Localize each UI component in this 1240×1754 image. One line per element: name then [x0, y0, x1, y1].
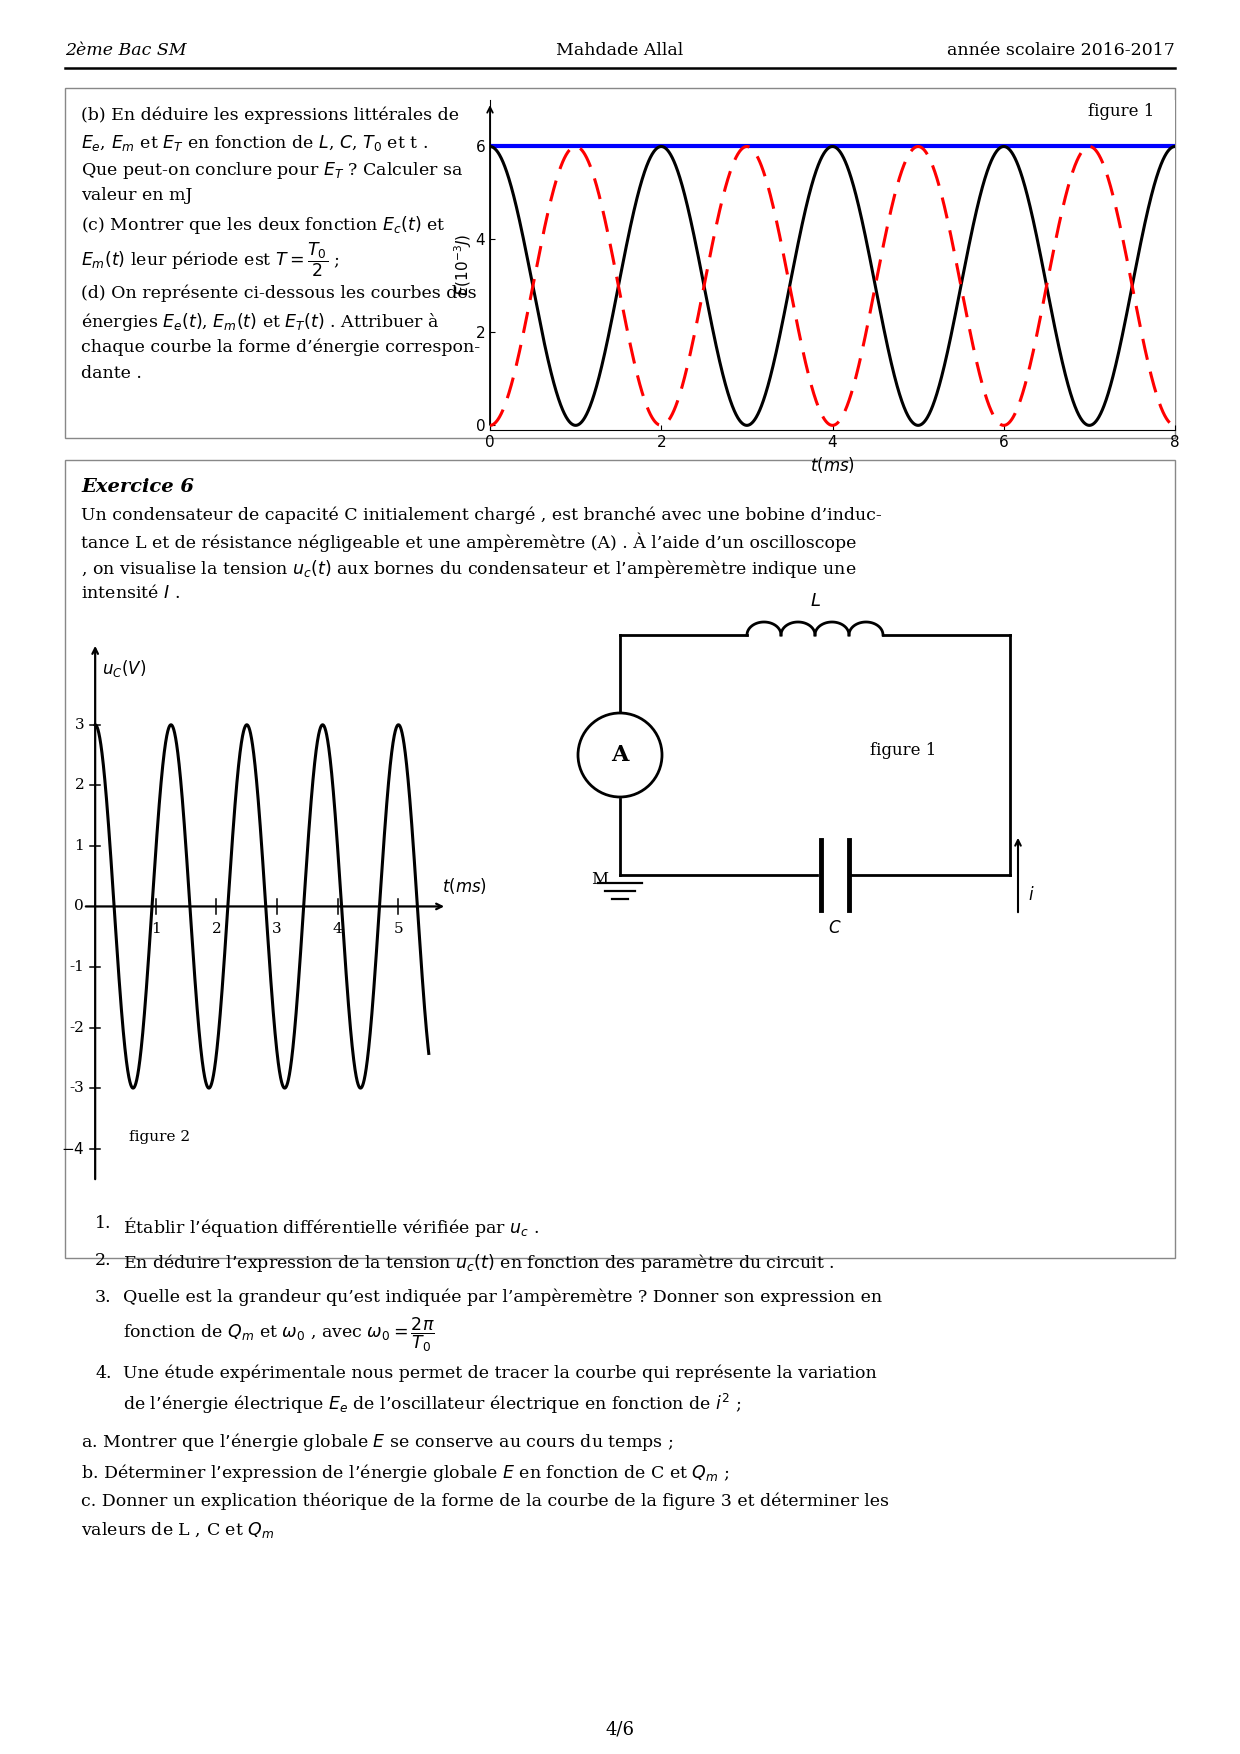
- Text: -3: -3: [69, 1080, 84, 1094]
- Text: -1: -1: [69, 959, 84, 973]
- Text: Que peut-on conclure pour $E_T$ ? Calculer sa: Que peut-on conclure pour $E_T$ ? Calcul…: [81, 160, 464, 181]
- Text: 2: 2: [74, 779, 84, 793]
- Text: 2.: 2.: [95, 1252, 112, 1268]
- Text: 3.: 3.: [95, 1289, 112, 1307]
- Text: 4.: 4.: [95, 1365, 112, 1382]
- Text: Quelle est la grandeur qu’est indiquée par l’ampèremètre ? Donner son expression: Quelle est la grandeur qu’est indiquée p…: [123, 1289, 882, 1307]
- Text: 1: 1: [74, 838, 84, 852]
- Text: 2ème Bac SM: 2ème Bac SM: [64, 42, 186, 60]
- Text: a. Montrer que l’énergie globale $E$ se conserve au cours du temps ;: a. Montrer que l’énergie globale $E$ se …: [81, 1431, 673, 1452]
- Y-axis label: $E(10^{-3}J)$: $E(10^{-3}J)$: [453, 233, 474, 296]
- Text: 1: 1: [151, 921, 161, 935]
- Text: -2: -2: [69, 1021, 84, 1035]
- Text: Exercice 6: Exercice 6: [81, 479, 193, 496]
- Text: intensité $I$ .: intensité $I$ .: [81, 584, 180, 602]
- Text: 4/6: 4/6: [605, 1721, 635, 1738]
- X-axis label: $t(ms)$: $t(ms)$: [810, 456, 854, 475]
- Text: A: A: [611, 744, 629, 766]
- Text: dante .: dante .: [81, 365, 141, 382]
- Text: En déduire l’expression de la tension $u_c(t)$ en fonction des paramètre du circ: En déduire l’expression de la tension $u…: [123, 1252, 835, 1273]
- Text: c. Donner un explication théorique de la forme de la courbe de la figure 3 et dé: c. Donner un explication théorique de la…: [81, 1493, 889, 1510]
- Text: $-4$: $-4$: [61, 1140, 84, 1156]
- Text: tance L et de résistance négligeable et une ampèremètre (A) . À l’aide d’un osci: tance L et de résistance négligeable et …: [81, 531, 857, 551]
- Text: b. Déterminer l’expression de l’énergie globale $E$ en fonction de C et $Q_m$ ;: b. Déterminer l’expression de l’énergie …: [81, 1463, 729, 1484]
- Text: $u_C(V)$: $u_C(V)$: [103, 658, 146, 679]
- Text: figure 1: figure 1: [1087, 103, 1154, 121]
- Bar: [64, 460, 1176, 1258]
- Bar: [64, 88, 1176, 438]
- Text: $L$: $L$: [810, 593, 821, 610]
- Text: 2: 2: [212, 921, 222, 935]
- Text: énergies $E_e(t)$, $E_m(t)$ et $E_T(t)$ . Attribuer à: énergies $E_e(t)$, $E_m(t)$ et $E_T(t)$ …: [81, 310, 439, 333]
- Text: $t(ms)$: $t(ms)$: [443, 875, 487, 896]
- Text: chaque courbe la forme d’énergie correspon-: chaque courbe la forme d’énergie corresp…: [81, 339, 480, 356]
- Text: 3: 3: [74, 717, 84, 731]
- Text: valeurs de L , C et $Q_m$: valeurs de L , C et $Q_m$: [81, 1521, 274, 1540]
- Text: 5: 5: [393, 921, 403, 935]
- Circle shape: [578, 712, 662, 796]
- Text: 3: 3: [273, 921, 281, 935]
- Text: $i$: $i$: [1028, 886, 1034, 903]
- Text: fonction de $Q_m$ et $\omega_0$ , avec $\omega_0 = \dfrac{2\pi}{T_0}$: fonction de $Q_m$ et $\omega_0$ , avec $…: [123, 1316, 435, 1354]
- Text: 0: 0: [74, 900, 84, 914]
- Text: 4: 4: [332, 921, 342, 935]
- Text: valeur en mJ: valeur en mJ: [81, 188, 192, 203]
- Text: année scolaire 2016-2017: année scolaire 2016-2017: [947, 42, 1176, 60]
- Text: figure 2: figure 2: [129, 1131, 190, 1145]
- Text: $E_m(t)$ leur période est $T = \dfrac{T_0}{2}$ ;: $E_m(t)$ leur période est $T = \dfrac{T_…: [81, 240, 340, 279]
- Text: (c) Montrer que les deux fonction $E_c(t)$ et: (c) Montrer que les deux fonction $E_c(t…: [81, 214, 445, 237]
- Text: figure 1: figure 1: [870, 742, 936, 759]
- Text: Une étude expérimentale nous permet de tracer la courbe qui représente la variat: Une étude expérimentale nous permet de t…: [123, 1365, 877, 1382]
- Text: Un condensateur de capacité C initialement chargé , est branché avec une bobine : Un condensateur de capacité C initialeme…: [81, 505, 882, 523]
- Text: M: M: [591, 872, 608, 889]
- Text: (b) En déduire les expressions littérales de: (b) En déduire les expressions littérale…: [81, 105, 459, 123]
- Text: , on visualise la tension $u_c(t)$ aux bornes du condensateur et l’ampèremètre i: , on visualise la tension $u_c(t)$ aux b…: [81, 558, 857, 581]
- Text: 1.: 1.: [95, 1216, 112, 1231]
- Text: $E_e$, $E_m$ et $E_T$ en fonction de $L$, $C$, $T_0$ et t .: $E_e$, $E_m$ et $E_T$ en fonction de $L$…: [81, 133, 428, 153]
- Text: de l’énergie électrique $E_e$ de l’oscillateur électrique en fonction de $i^2$ ;: de l’énergie électrique $E_e$ de l’oscil…: [123, 1393, 742, 1415]
- Text: Établir l’équation différentielle vérifiée par $u_c$ .: Établir l’équation différentielle vérifi…: [123, 1216, 539, 1238]
- Text: Mahdade Allal: Mahdade Allal: [557, 42, 683, 60]
- Text: (d) On représente ci-dessous les courbes des: (d) On représente ci-dessous les courbes…: [81, 284, 476, 302]
- Text: $C$: $C$: [828, 921, 842, 937]
